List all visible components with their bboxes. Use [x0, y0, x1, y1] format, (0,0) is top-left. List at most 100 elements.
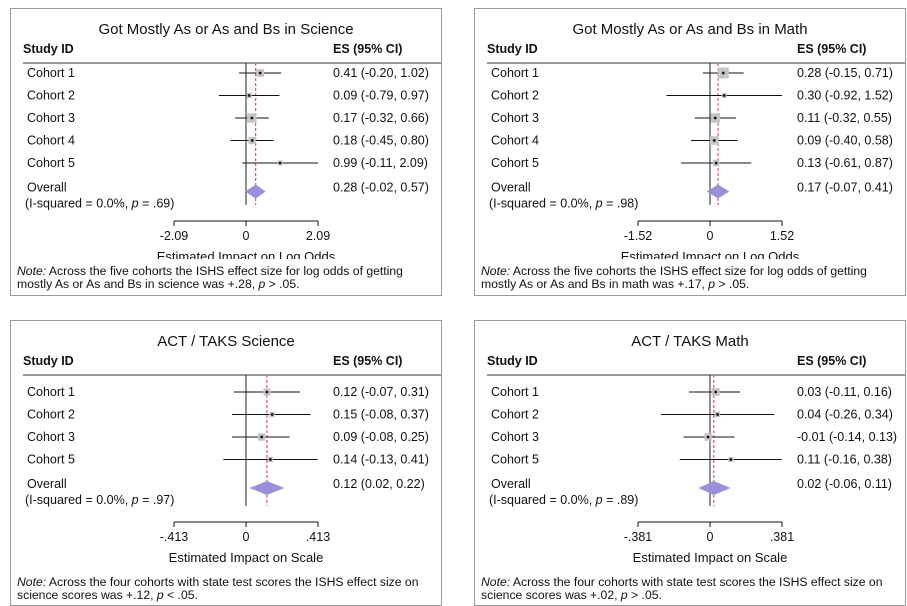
effect-size-text: 0.11 (-0.32, 0.55) [797, 111, 892, 125]
overall-effect-text: 0.28 (-0.02, 0.57) [333, 181, 429, 195]
row-label: Cohort 4 [491, 134, 539, 148]
note-prefix: Note: [17, 264, 47, 278]
overall-diamond [698, 481, 731, 495]
point-estimate [278, 161, 282, 165]
point-estimate [714, 161, 718, 165]
overall-effect-text: 0.17 (-0.07, 0.41) [797, 181, 893, 195]
effect-size-text: 0.28 (-0.15, 0.71) [797, 66, 893, 80]
overall-label: Overall [491, 181, 531, 195]
note-p: p [258, 277, 266, 291]
heterogeneity-text: (I-squared = 0.0%, p = .89) [489, 493, 638, 507]
effect-size-text: 0.09 (-0.08, 0.25) [333, 430, 429, 444]
point-estimate [260, 435, 264, 439]
footnote: Note: Across the four cohorts with state… [481, 576, 905, 602]
effect-size-text: 0.11 (-0.16, 0.38) [797, 453, 892, 467]
heterogeneity-text: (I-squared = 0.0%, p = .97) [25, 493, 174, 507]
overall-effect-text: 0.02 (-0.06, 0.11) [797, 477, 892, 491]
chart-title: ACT / TAKS Science [157, 333, 295, 350]
row-label: Cohort 1 [27, 385, 75, 399]
point-estimate [250, 139, 254, 142]
column-header-study-id: Study ID [487, 42, 538, 56]
row-label: Cohort 5 [27, 156, 75, 170]
overall-diamond [245, 184, 266, 199]
column-header-es: ES (95% CI) [333, 354, 402, 368]
effect-size-text: 0.03 (-0.11, 0.16) [797, 385, 892, 399]
row-label: Cohort 3 [27, 430, 75, 444]
x-tick-label: -.413 [160, 530, 189, 544]
chart-title: Got Mostly As or As and Bs in Science [98, 21, 353, 38]
point-estimate [729, 458, 733, 461]
forest-plot-svg: Got Mostly As or As and Bs in Science Stu… [23, 21, 441, 259]
row-label: Cohort 3 [491, 430, 539, 444]
x-tick-label: -.381 [624, 530, 653, 544]
x-tick-label: 2.09 [306, 229, 330, 243]
overall-effect-text: 0.12 (0.02, 0.22) [333, 477, 425, 491]
effect-size-text: 0.14 (-0.13, 0.41) [333, 453, 429, 467]
forest-panel-math-test: ACT / TAKS Math Study ID ES (95% CI) Cohort… [474, 320, 906, 606]
row-label: Cohort 5 [491, 156, 539, 170]
effect-size-text: -0.01 (-0.14, 0.13) [797, 430, 897, 444]
row-label: Cohort 2 [491, 89, 539, 103]
overall-diamond [706, 184, 730, 199]
row-label: Cohort 1 [491, 66, 539, 80]
row-label: Cohort 3 [27, 111, 75, 125]
point-estimate [714, 390, 718, 394]
footnote: Note: Across the four cohorts with state… [17, 576, 441, 602]
column-header-es: ES (95% CI) [797, 354, 866, 368]
row-label: Cohort 5 [491, 453, 539, 467]
row-label: Cohort 4 [27, 134, 75, 148]
note-text: Across the five cohorts the ISHS effect … [481, 264, 867, 291]
row-label: Cohort 1 [491, 385, 539, 399]
x-tick-label: -1.52 [624, 229, 653, 243]
forest-panel-math-grades: Got Mostly As or As and Bs in Math Study … [474, 8, 906, 296]
note-prefix: Note: [481, 264, 511, 278]
forest-plot-svg: ACT / TAKS Science Study ID ES (95% CI) Coh… [23, 333, 441, 565]
effect-size-text: 0.30 (-0.92, 1.52) [797, 89, 893, 103]
note-p: p [620, 588, 628, 602]
point-estimate [265, 390, 269, 394]
x-tick-label: 0 [243, 530, 250, 544]
heterogeneity-text: (I-squared = 0.0%, p = .69) [25, 197, 174, 211]
note-p: p [708, 277, 716, 291]
forest-panel-science-test: ACT / TAKS Science Study ID ES (95% CI) Coh… [10, 320, 442, 606]
row-label: Cohort 2 [27, 89, 75, 103]
note-prefix: Note: [17, 575, 47, 589]
point-estimate [269, 458, 272, 461]
effect-size-text: 0.09 (-0.79, 0.97) [333, 89, 429, 103]
overall-label: Overall [27, 477, 67, 491]
point-estimate [247, 94, 251, 97]
forest-plot-svg: ACT / TAKS Math Study ID ES (95% CI) Cohort… [487, 333, 905, 565]
effect-size-text: 0.17 (-0.32, 0.66) [333, 111, 429, 125]
point-estimate [716, 413, 719, 416]
forest-panel-science-grades: Got Mostly As or As and Bs in Science Stu… [10, 8, 442, 296]
overall-diamond [249, 481, 285, 495]
x-tick-label: .413 [306, 530, 330, 544]
row-label: Cohort 5 [27, 453, 75, 467]
footnote: Note: Across the five cohorts the ISHS e… [17, 265, 441, 291]
point-estimate [722, 94, 726, 97]
heterogeneity-text: (I-squared = 0.0%, p = .98) [489, 197, 638, 211]
point-estimate [258, 71, 262, 75]
column-header-study-id: Study ID [23, 42, 74, 56]
column-header-study-id: Study ID [487, 354, 538, 368]
forest-plot-svg: Got Mostly As or As and Bs in Math Study … [487, 21, 905, 259]
column-header-es: ES (95% CI) [797, 42, 866, 56]
effect-size-text: 0.99 (-0.11, 2.09) [333, 156, 428, 170]
x-tick-label: .381 [770, 530, 794, 544]
point-estimate [250, 116, 254, 120]
x-tick-label: -2.09 [160, 229, 189, 243]
effect-size-text: 0.09 (-0.40, 0.58) [797, 134, 893, 148]
column-header-study-id: Study ID [23, 354, 74, 368]
note-text: Across the five cohorts the ISHS effect … [17, 264, 403, 291]
note-suffix: > .05. [715, 277, 750, 291]
row-label: Cohort 1 [27, 66, 75, 80]
footnote: Note: Across the five cohorts the ISHS e… [481, 265, 905, 291]
row-label: Cohort 3 [491, 111, 539, 125]
x-tick-label: 0 [243, 229, 250, 243]
overall-label: Overall [491, 477, 531, 491]
note-p: p [156, 588, 164, 602]
effect-size-text: 0.13 (-0.61, 0.87) [797, 156, 893, 170]
x-tick-label: 0 [707, 530, 714, 544]
row-label: Cohort 2 [27, 408, 75, 422]
chart-title: Got Mostly As or As and Bs in Math [572, 21, 807, 38]
